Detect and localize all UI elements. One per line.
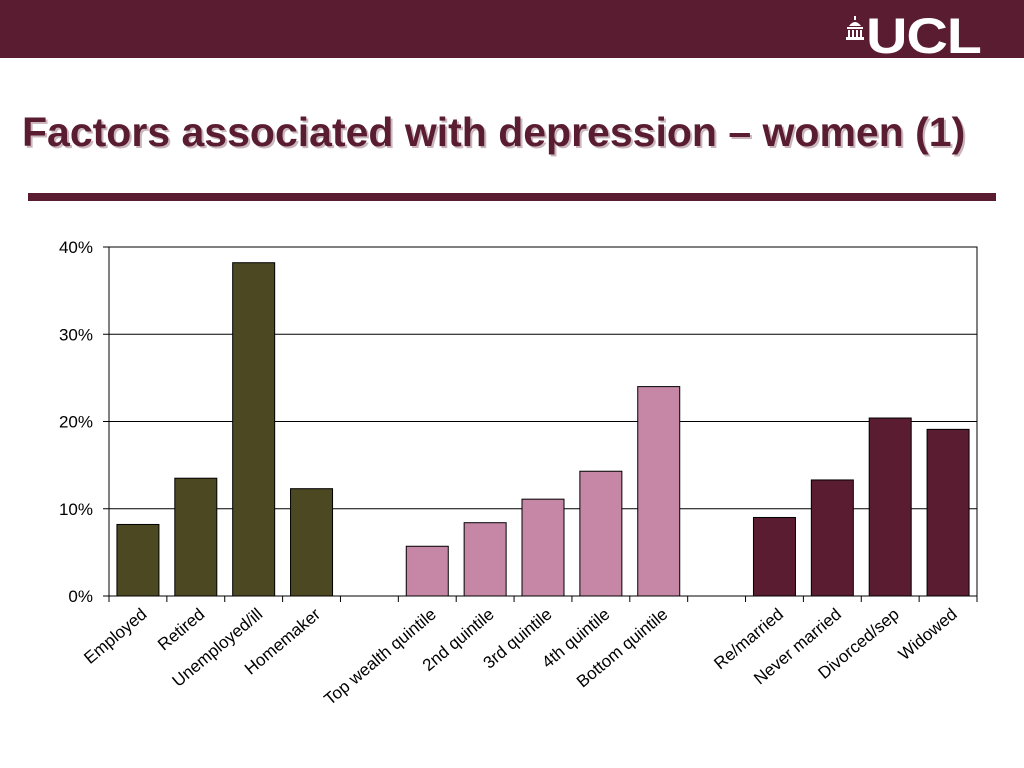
bar (232, 262, 276, 597)
bar (752, 516, 796, 597)
y-tick-label: 30% (59, 325, 93, 344)
y-tick-label: 40% (59, 238, 93, 257)
bar (463, 522, 507, 597)
bar (405, 545, 449, 597)
y-tick-label: 10% (59, 500, 93, 519)
x-tick-label: Widowed (895, 605, 961, 664)
title-divider (28, 193, 996, 201)
y-tick-label: 20% (59, 413, 93, 432)
x-tick-label: Retired (154, 605, 208, 655)
bar (579, 470, 623, 597)
bar (290, 488, 334, 597)
ucl-portico-icon (846, 16, 864, 40)
bar (521, 498, 565, 597)
x-tick-label: Employed (80, 605, 150, 668)
bar (174, 477, 218, 597)
bar (116, 523, 160, 597)
bar (637, 386, 681, 597)
logo-text: UCL (866, 8, 982, 64)
slide-title: Factors associated with depression – wom… (22, 109, 966, 155)
bar (868, 417, 912, 597)
bar (810, 479, 854, 597)
y-tick-label: 0% (68, 587, 93, 606)
bar (926, 428, 970, 597)
ucl-logo: UCL (846, 11, 982, 61)
